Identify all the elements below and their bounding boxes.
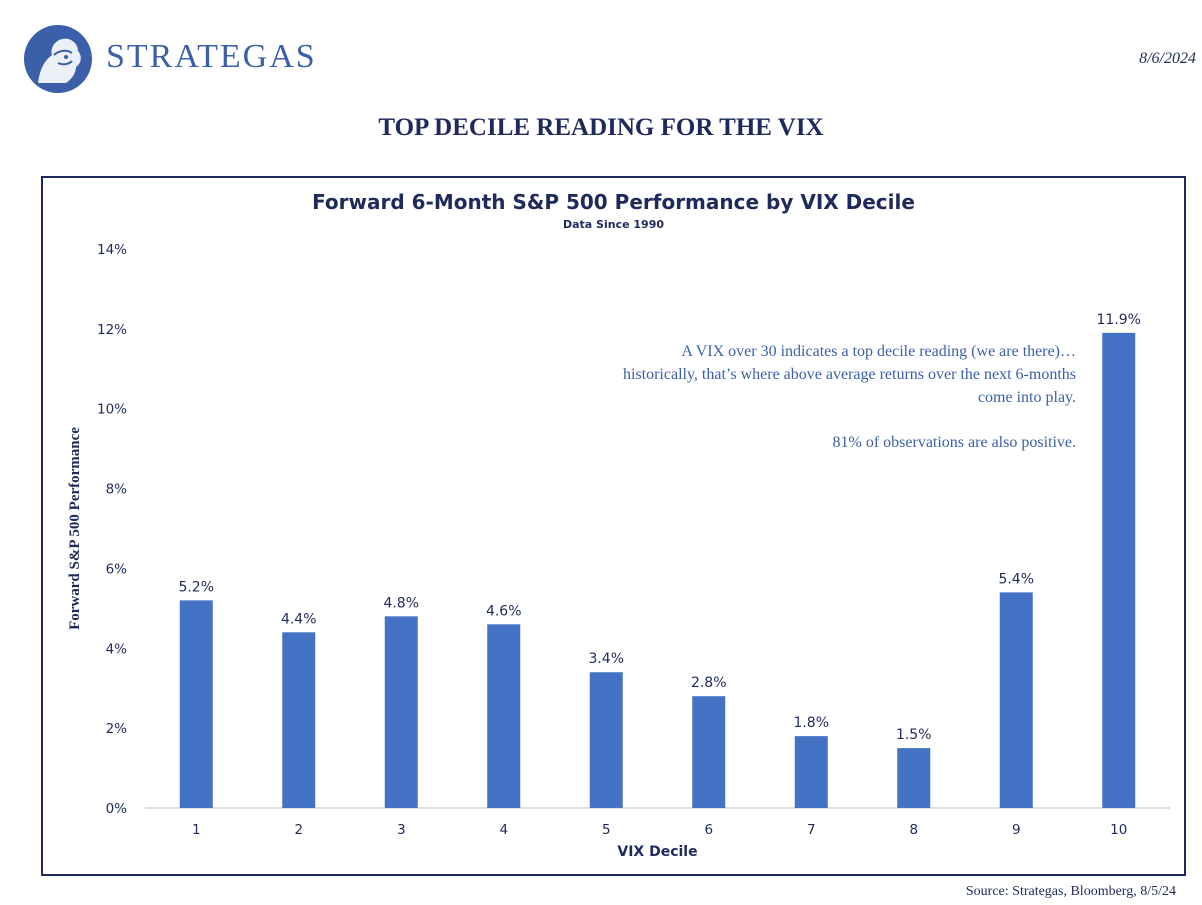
bar-decile-8 [897, 748, 931, 808]
bar-decile-9 [999, 592, 1033, 808]
bar-decile-2 [282, 632, 316, 808]
annotation-text: A VIX over 30 indicates a top decile rea… [622, 343, 1076, 406]
chart-frame: Forward 6-Month S&P 500 Performance by V… [41, 176, 1186, 876]
x-tick-label: 1 [192, 822, 201, 838]
y-tick-label: 0% [106, 801, 128, 817]
bar-decile-3 [384, 616, 418, 808]
data-label: 5.4% [998, 571, 1034, 587]
x-tick-label: 7 [807, 822, 816, 838]
data-label: 11.9% [1097, 312, 1141, 328]
y-tick-label: 2% [106, 721, 128, 737]
data-label: 4.4% [281, 611, 317, 627]
data-label: 1.8% [793, 715, 829, 731]
x-tick-label: 10 [1110, 822, 1127, 838]
bar-decile-1 [179, 600, 213, 808]
helmet-head-icon [38, 38, 81, 83]
chart-annotation: A VIX over 30 indicates a top decile rea… [606, 340, 1076, 454]
bar-decile-6 [692, 696, 726, 808]
y-tick-label: 14% [97, 242, 127, 258]
data-label: 1.5% [896, 727, 932, 743]
x-tick-label: 3 [397, 822, 406, 838]
x-tick-label: 4 [499, 822, 508, 838]
report-date: 8/6/2024 [1139, 50, 1196, 67]
bar-decile-7 [794, 736, 828, 808]
data-label: 2.8% [691, 675, 727, 691]
annotation-positive-rate: 81% of observations are also positive. [832, 434, 1077, 451]
source-note: Source: Strategas, Bloomberg, 8/5/24 [965, 884, 1176, 899]
brand-name: STRATEGAS [106, 38, 317, 75]
y-axis-title: Forward S&P 500 Performance [67, 427, 83, 630]
x-tick-label: 5 [602, 822, 611, 838]
y-tick-label: 12% [97, 322, 127, 338]
x-tick-label: 8 [909, 822, 918, 838]
bar-decile-5 [589, 672, 623, 808]
x-tick-label: 9 [1012, 822, 1021, 838]
data-label: 4.6% [486, 603, 522, 619]
bar-decile-4 [487, 624, 521, 808]
chart-title: Forward 6-Month S&P 500 Performance by V… [312, 190, 915, 214]
strategas-logo [24, 25, 92, 93]
data-label: 3.4% [588, 651, 624, 667]
chart-subtitle: Data Since 1990 [562, 218, 664, 231]
y-tick-label: 6% [106, 561, 128, 577]
y-tick-label: 10% [97, 402, 127, 418]
x-axis-title: VIX Decile [617, 844, 697, 860]
data-label: 5.2% [178, 579, 214, 595]
data-label: 4.8% [383, 595, 419, 611]
page-headline: TOP DECILE READING FOR THE VIX [378, 114, 824, 141]
bar-decile-10 [1102, 332, 1136, 808]
y-tick-label: 8% [106, 482, 128, 498]
x-tick-label: 6 [704, 822, 713, 838]
x-tick-label: 2 [294, 822, 303, 838]
y-tick-label: 4% [106, 641, 128, 657]
